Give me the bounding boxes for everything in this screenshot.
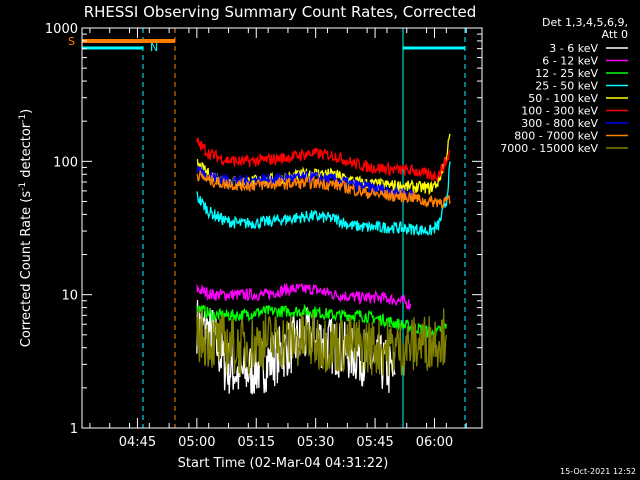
y-tick-label: 1: [70, 422, 78, 437]
legend-label: 300 - 800 keV: [521, 117, 598, 130]
series-layer: [196, 133, 451, 395]
y-tick-label: 100: [53, 155, 78, 170]
plot-frame: [81, 27, 483, 429]
y-axis: 1 10 100 1000: [45, 22, 482, 437]
series-line-3: [196, 303, 448, 342]
legend-label: 800 - 7000 keV: [514, 130, 598, 143]
legend-label: 25 - 50 keV: [535, 80, 598, 93]
y-tick-label: 1000: [45, 22, 78, 37]
legend-label: 50 - 100 keV: [528, 92, 598, 105]
legend-label: 12 - 25 keV: [535, 67, 598, 80]
x-axis-label: Start Time (02-Mar-04 04:31:22): [178, 456, 389, 471]
chart-title: RHESSI Observing Summary Count Rates, Co…: [84, 3, 477, 21]
x-tick-label: 05:15: [238, 435, 275, 450]
x-axis: 04:45 05:00 05:15 05:30 05:45 06:00: [89, 28, 467, 450]
saa-flag-label: S: [68, 35, 75, 48]
legend-header-detectors: Det 1,3,4,5,6,9,: [542, 16, 628, 29]
series-line-6: [196, 137, 451, 183]
series-line-2: [196, 282, 412, 311]
footer-timestamp: 15-Oct-2021 12:52: [560, 467, 636, 476]
legend-label: 100 - 300 keV: [521, 105, 598, 118]
x-tick-label: 04:45: [119, 435, 156, 450]
series-line-4: [196, 161, 451, 236]
x-tick-label: 06:00: [416, 435, 453, 450]
y-tick-label: 10: [61, 289, 78, 304]
x-tick-label: 05:30: [297, 435, 334, 450]
series-line-9: [196, 308, 448, 377]
legend-label: 7000 - 15000 keV: [500, 142, 598, 155]
legend-label: 6 - 12 keV: [542, 55, 598, 68]
series-line-7: [196, 165, 416, 201]
legend-label: 3 - 6 keV: [549, 42, 598, 55]
night-flag-label: N: [150, 41, 158, 54]
x-tick-label: 05:45: [356, 435, 393, 450]
legend-header-attenuator: Att 0: [602, 28, 628, 41]
x-tick-label: 05:00: [178, 435, 215, 450]
y-axis-label: Corrected Count Rate (s-1 detector-1): [18, 109, 34, 347]
series-line-8: [196, 170, 451, 209]
series-line-1: [196, 299, 396, 395]
